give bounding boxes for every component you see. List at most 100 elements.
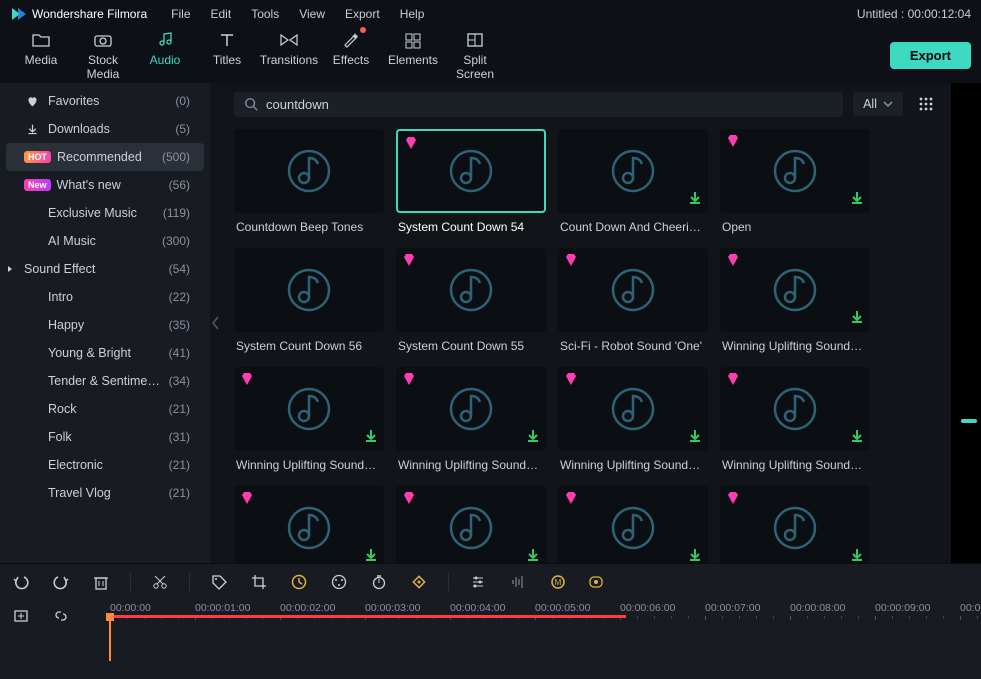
sidebar-item-recommended[interactable]: HOTRecommended(500) (6, 143, 204, 171)
thumbnail-image[interactable] (558, 486, 708, 563)
sidebar-item-tender-sentime-[interactable]: Tender & Sentime…(34) (6, 367, 204, 395)
thumbnail-image[interactable] (396, 129, 546, 213)
sidebar-item-folk[interactable]: Folk(31) (6, 423, 204, 451)
playhead[interactable] (106, 613, 114, 621)
marker-button[interactable]: M (547, 571, 569, 593)
export-button[interactable]: Export (890, 42, 971, 69)
audio-thumbnail[interactable] (234, 486, 384, 563)
thumbnail-image[interactable] (234, 367, 384, 451)
thumbnail-image[interactable] (558, 367, 708, 451)
download-icon[interactable] (526, 548, 540, 563)
panel-resize-grip[interactable] (210, 83, 222, 563)
thumbnail-label: Winning Uplifting Sound… (720, 451, 870, 482)
thumbnail-image[interactable] (720, 129, 870, 213)
download-icon[interactable] (688, 191, 702, 208)
thumbnail-image[interactable] (234, 248, 384, 332)
sidebar-item-intro[interactable]: Intro(22) (6, 283, 204, 311)
timer-button[interactable] (368, 571, 390, 593)
menu-edit[interactable]: Edit (211, 7, 232, 21)
grid-view-toggle[interactable] (913, 91, 939, 117)
audio-thumbnail[interactable]: System Count Down 56 (234, 248, 384, 363)
audio-thumbnail[interactable]: System Count Down 54 (396, 129, 546, 244)
play-range[interactable] (110, 615, 626, 618)
audio-thumbnail[interactable]: Countdown Beep Tones (234, 129, 384, 244)
main-tab-split-screen[interactable]: Split Screen (444, 29, 506, 81)
main-tab-elements[interactable]: Elements (382, 29, 444, 81)
search-box[interactable] (234, 92, 843, 117)
filter-dropdown[interactable]: All (853, 92, 903, 116)
thumbnail-image[interactable] (396, 486, 546, 563)
main-tab-audio[interactable]: Audio (134, 29, 196, 81)
thumbnail-image[interactable] (558, 248, 708, 332)
thumbnail-image[interactable] (720, 248, 870, 332)
thumbnail-image[interactable] (234, 129, 384, 213)
search-input[interactable] (266, 97, 833, 112)
download-icon[interactable] (850, 429, 864, 446)
audio-thumbnail[interactable]: Count Down And Cheeri… (558, 129, 708, 244)
adjust-button[interactable] (467, 571, 489, 593)
audio-thumbnail[interactable]: Winning Uplifting Sound… (720, 367, 870, 482)
sidebar-item-what-s-new[interactable]: NewWhat's new(56) (6, 171, 204, 199)
thumbnail-image[interactable] (234, 486, 384, 563)
add-track-button[interactable] (10, 605, 32, 627)
audio-thumbnail[interactable] (558, 486, 708, 563)
audio-thumbnail[interactable] (396, 486, 546, 563)
sidebar-item-rock[interactable]: Rock(21) (6, 395, 204, 423)
thumbnail-image[interactable] (720, 367, 870, 451)
delete-button[interactable] (90, 571, 112, 593)
main-tab-media[interactable]: Media (10, 29, 72, 81)
audio-thumbnail[interactable]: System Count Down 55 (396, 248, 546, 363)
download-icon[interactable] (688, 548, 702, 563)
sidebar-item-young-bright[interactable]: Young & Bright(41) (6, 339, 204, 367)
menu-file[interactable]: File (171, 7, 190, 21)
menu-tools[interactable]: Tools (251, 7, 279, 21)
crop-button[interactable] (248, 571, 270, 593)
sidebar-item-sound-effect[interactable]: Sound Effect(54) (6, 255, 204, 283)
menu-help[interactable]: Help (400, 7, 425, 21)
thumbnail-image[interactable] (396, 248, 546, 332)
sidebar-item-ai-music[interactable]: AI Music(300) (6, 227, 204, 255)
keyframe-button[interactable] (408, 571, 430, 593)
link-button[interactable] (50, 605, 72, 627)
record-button[interactable] (587, 571, 609, 593)
main-tab-transitions[interactable]: Transitions (258, 29, 320, 81)
sidebar-item-downloads[interactable]: Downloads(5) (6, 115, 204, 143)
speed-button[interactable] (288, 571, 310, 593)
color-button[interactable] (328, 571, 350, 593)
cut-button[interactable] (149, 571, 171, 593)
main-tab-effects[interactable]: Effects (320, 29, 382, 81)
audio-waveform-button[interactable] (507, 571, 529, 593)
sidebar-item-happy[interactable]: Happy(35) (6, 311, 204, 339)
thumbnail-image[interactable] (558, 129, 708, 213)
download-icon[interactable] (850, 310, 864, 327)
thumbnail-image[interactable] (720, 486, 870, 563)
sidebar-item-count: (5) (175, 122, 190, 136)
audio-thumbnail[interactable] (720, 486, 870, 563)
download-icon[interactable] (688, 429, 702, 446)
download-icon[interactable] (850, 548, 864, 563)
sidebar-item-favorites[interactable]: Favorites(0) (6, 87, 204, 115)
download-icon[interactable] (850, 191, 864, 208)
audio-thumbnail[interactable]: Sci-Fi - Robot Sound 'One' (558, 248, 708, 363)
sidebar-item-electronic[interactable]: Electronic(21) (6, 451, 204, 479)
timeline-ruler[interactable]: 00:00:0000:00:01:0000:00:02:0000:00:03:0… (110, 602, 971, 628)
sidebar-item-travel-vlog[interactable]: Travel Vlog(21) (6, 479, 204, 507)
sidebar-item-label: What's new (57, 178, 121, 192)
audio-thumbnail[interactable]: Winning Uplifting Sound… (558, 367, 708, 482)
undo-button[interactable] (10, 571, 32, 593)
redo-button[interactable] (50, 571, 72, 593)
download-icon[interactable] (526, 429, 540, 446)
menu-view[interactable]: View (299, 7, 325, 21)
audio-thumbnail[interactable]: Winning Uplifting Sound… (234, 367, 384, 482)
thumbnail-image[interactable] (396, 367, 546, 451)
tag-button[interactable] (208, 571, 230, 593)
download-icon[interactable] (364, 429, 378, 446)
download-icon[interactable] (364, 548, 378, 563)
audio-thumbnail[interactable]: Winning Uplifting Sound… (720, 248, 870, 363)
audio-thumbnail[interactable]: Open (720, 129, 870, 244)
main-tab-titles[interactable]: Titles (196, 29, 258, 81)
audio-thumbnail[interactable]: Winning Uplifting Sound… (396, 367, 546, 482)
main-tab-stock-media[interactable]: Stock Media (72, 29, 134, 81)
menu-export[interactable]: Export (345, 7, 380, 21)
sidebar-item-exclusive-music[interactable]: Exclusive Music(119) (6, 199, 204, 227)
